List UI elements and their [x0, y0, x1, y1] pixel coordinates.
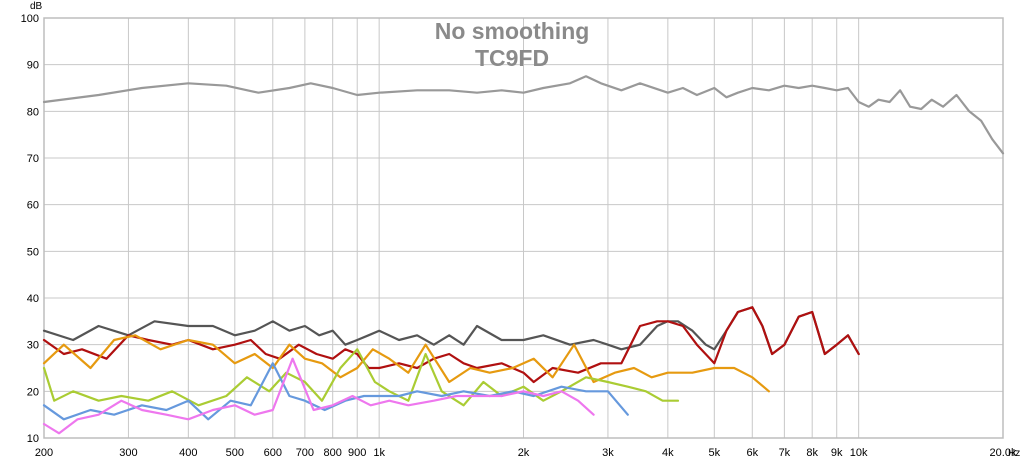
x-tick-label: 9k [831, 447, 843, 459]
x-tick-label: 8k [806, 447, 818, 459]
x-tick-label: 800 [324, 447, 342, 459]
y-tick-label: 30 [27, 340, 39, 352]
y-tick-labels: 10 20 30 40 50 60 70 80 90 100 [21, 13, 39, 445]
x-tick-label: 2k [518, 447, 530, 459]
x-tick-label: 700 [296, 447, 314, 459]
y-tick-label: 40 [27, 293, 39, 305]
plot-frame [43, 17, 1004, 439]
series-line-7 [42, 357, 595, 435]
y-tick-label: 100 [21, 13, 39, 25]
series-line-5 [42, 348, 680, 407]
x-tick-label: 5k [708, 447, 720, 459]
grid [43, 17, 1004, 439]
chart-subtitle: TC9FD [475, 45, 549, 71]
x-tick-label: 900 [348, 447, 366, 459]
x-tick-label: 400 [179, 447, 197, 459]
x-tick-label: 20.0k [990, 447, 1017, 459]
x-tick-label: 4k [662, 447, 674, 459]
y-tick-label: 50 [27, 246, 39, 258]
x-tick-label: 7k [779, 447, 791, 459]
x-tick-label: 300 [119, 447, 137, 459]
x-tick-label: 1k [373, 447, 385, 459]
series-group [42, 75, 1005, 435]
x-tick-label: 600 [264, 447, 282, 459]
y-tick-label: 60 [27, 200, 39, 212]
y-axis-unit-label: dB [30, 1, 43, 12]
y-tick-label: 10 [27, 433, 39, 445]
series-line-3 [42, 306, 860, 384]
x-tick-labels: 200 300 400 500 600 700 800 900 1k 2k 3k 4k 5k 6k 7k 8k… [35, 447, 1017, 459]
x-tick-label: 10k [850, 447, 868, 459]
y-tick-label: 90 [27, 60, 39, 72]
x-tick-label: 6k [746, 447, 758, 459]
series-line-1 [42, 75, 1005, 155]
x-tick-label: 3k [602, 447, 614, 459]
x-axis-unit-label: Hz [1008, 448, 1020, 459]
y-tick-label: 70 [27, 153, 39, 165]
series-line-4 [42, 334, 771, 393]
y-tick-label: 80 [27, 106, 39, 118]
chart-title: No smoothing [435, 18, 590, 44]
x-tick-label: 500 [226, 447, 244, 459]
y-tick-label: 20 [27, 386, 39, 398]
x-tick-label: 200 [35, 447, 53, 459]
